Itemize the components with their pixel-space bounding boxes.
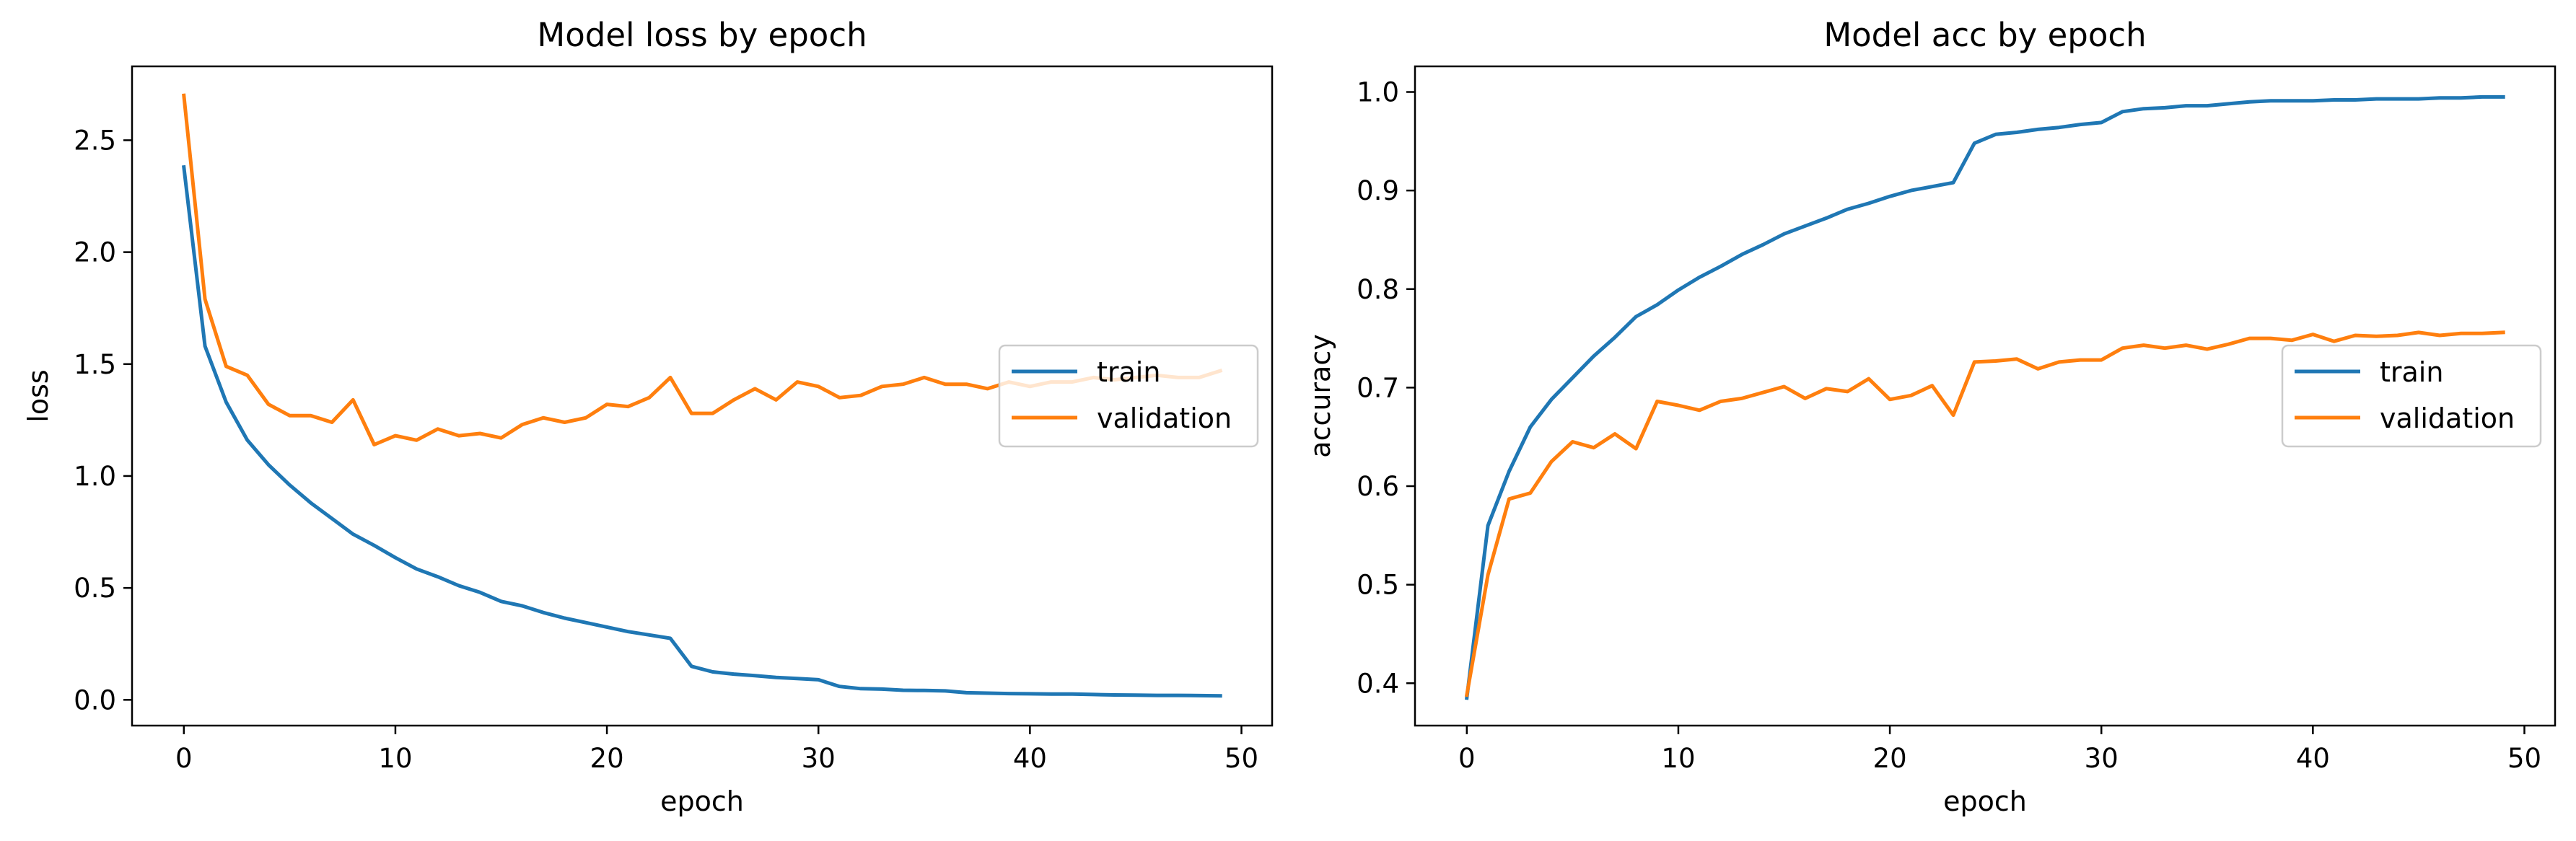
accuracy-x-tick-label: 30 [2085, 743, 2119, 774]
loss-chart-title: Model loss by epoch [537, 16, 867, 54]
accuracy-y-tick-label: 1.0 [1357, 77, 1399, 108]
loss-legend-validation-label: validation [1097, 402, 1232, 434]
loss-x-tick-label: 50 [1225, 743, 1258, 774]
accuracy-x-tick-label: 10 [1661, 743, 1695, 774]
accuracy-y-tick-label: 0.7 [1357, 372, 1399, 403]
accuracy-y-tick-label: 0.9 [1357, 175, 1399, 206]
loss-plot-frame [131, 65, 1274, 727]
accuracy-plot-frame [1414, 65, 2557, 727]
loss-legend: train validation [998, 344, 1259, 448]
accuracy-legend: train validation [2281, 344, 2542, 448]
loss-x-tick-label: 30 [802, 743, 836, 774]
accuracy-x-tick-label: 50 [2507, 743, 2541, 774]
loss-y-tick-label: 1.5 [74, 349, 116, 380]
loss-train-line [182, 164, 1222, 698]
loss-x-tick-label: 0 [175, 743, 193, 774]
accuracy-series-layer [1464, 94, 2505, 700]
accuracy-validation-line [1464, 330, 2505, 697]
accuracy-ticks-layer: 0 10 20 30 40 50 0.4 0.5 0.6 0.7 0.8 0.9 1.0 [1357, 77, 2541, 774]
accuracy-y-tick-label: 0.4 [1357, 668, 1399, 699]
accuracy-y-tick-label: 0.5 [1357, 570, 1399, 601]
loss-y-tick-label: 2.5 [74, 125, 116, 156]
accuracy-chart: 0 10 20 30 40 50 0.4 0.5 0.6 0.7 0.8 0.9 1.0 Model a… [1305, 16, 2557, 817]
loss-x-tick-label: 10 [378, 743, 412, 774]
accuracy-legend-validation-label: validation [2380, 402, 2515, 434]
accuracy-x-tick-label: 0 [1458, 743, 1476, 774]
loss-x-axis-label: epoch [660, 785, 744, 817]
loss-legend-train-label: train [1097, 356, 1160, 388]
accuracy-y-tick-label: 0.6 [1357, 471, 1399, 502]
accuracy-chart-title: Model acc by epoch [1823, 16, 2146, 54]
loss-ticks-layer: 0 10 20 30 40 50 0.0 0.5 1.0 1.5 2.0 2.5 [74, 125, 1258, 774]
accuracy-legend-train-label: train [2380, 356, 2443, 388]
loss-y-axis-label: loss [22, 369, 54, 422]
loss-y-tick-label: 2.0 [74, 237, 116, 268]
loss-x-tick-label: 20 [590, 743, 624, 774]
loss-y-tick-label: 0.0 [74, 684, 116, 715]
accuracy-y-axis-label: accuracy [1305, 334, 1336, 457]
loss-y-tick-label: 1.0 [74, 461, 116, 492]
loss-y-tick-label: 0.5 [74, 573, 116, 604]
loss-chart: 0 10 20 30 40 50 0.0 0.5 1.0 1.5 2.0 2.5 Model loss… [22, 16, 1274, 817]
accuracy-y-tick-label: 0.8 [1357, 274, 1399, 305]
accuracy-x-tick-label: 40 [2296, 743, 2330, 774]
accuracy-x-axis-label: epoch [1943, 785, 2027, 817]
loss-x-tick-label: 40 [1013, 743, 1047, 774]
accuracy-x-tick-label: 20 [1873, 743, 1907, 774]
accuracy-train-line [1465, 94, 2505, 700]
